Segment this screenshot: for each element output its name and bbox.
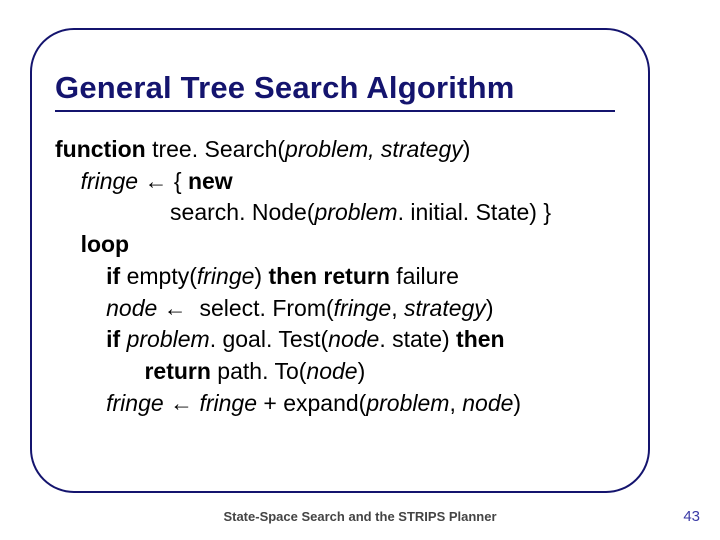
arg-problem-3: problem — [366, 390, 449, 416]
var-fringe-3: fringe — [199, 390, 257, 416]
txt-goaltest: . goal. Test( — [210, 326, 328, 352]
algorithm-pseudocode: function tree. Search(problem, strategy)… — [55, 134, 635, 420]
kw-then-return: then return — [268, 263, 389, 289]
assign-arrow-2: ← — [157, 295, 193, 321]
arg-problem: problem — [315, 199, 398, 225]
fn-searchnode: search. Node( — [170, 199, 314, 225]
arg-problem-2: problem — [127, 326, 210, 352]
txt-state: . state) — [379, 326, 456, 352]
fn-selectfrom: select. From( — [193, 295, 334, 321]
paren-close-4: ) — [358, 358, 366, 384]
slide-content: General Tree Search Algorithm function t… — [55, 70, 635, 420]
arg-fringe-2: fringe — [334, 295, 392, 321]
sep-comma-2: , — [449, 390, 462, 416]
var-fringe-2: fringe — [106, 390, 164, 416]
page-number: 43 — [683, 508, 700, 525]
paren-close-3: ) — [486, 295, 494, 321]
sep-comma: , — [391, 295, 404, 321]
arg-strategy: strategy — [404, 295, 486, 321]
arg-node-3: node — [462, 390, 513, 416]
kw-function: function — [55, 136, 146, 162]
kw-if-2: if — [106, 326, 120, 352]
paren-close: ) — [463, 136, 471, 162]
kw-return: return — [144, 358, 210, 384]
brace-open: { — [174, 168, 188, 194]
arg-fringe: fringe — [197, 263, 255, 289]
kw-if: if — [106, 263, 120, 289]
assign-arrow: ← — [138, 168, 174, 194]
var-fringe: fringe — [81, 168, 139, 194]
slide-footer: State-Space Search and the STRIPS Planne… — [0, 509, 720, 524]
kw-loop: loop — [81, 231, 130, 257]
fn-empty: empty( — [120, 263, 197, 289]
paren-close-2: ) — [254, 263, 268, 289]
assign-arrow-3: ← — [164, 390, 200, 416]
slide-title: General Tree Search Algorithm — [55, 70, 635, 106]
txt-failure: failure — [390, 263, 459, 289]
kw-new: new — [188, 168, 233, 194]
fn-treesearch: tree. Search( — [146, 136, 285, 162]
kw-then: then — [456, 326, 505, 352]
fn-expand: + expand( — [257, 390, 366, 416]
paren-close-5: ) — [513, 390, 521, 416]
rest-initstate: . initial. State) } — [398, 199, 551, 225]
arg-node: node — [328, 326, 379, 352]
var-node: node — [106, 295, 157, 321]
arg-node-2: node — [306, 358, 357, 384]
fn-pathto: path. To( — [211, 358, 306, 384]
title-underline — [55, 110, 615, 112]
args: problem, strategy — [285, 136, 463, 162]
